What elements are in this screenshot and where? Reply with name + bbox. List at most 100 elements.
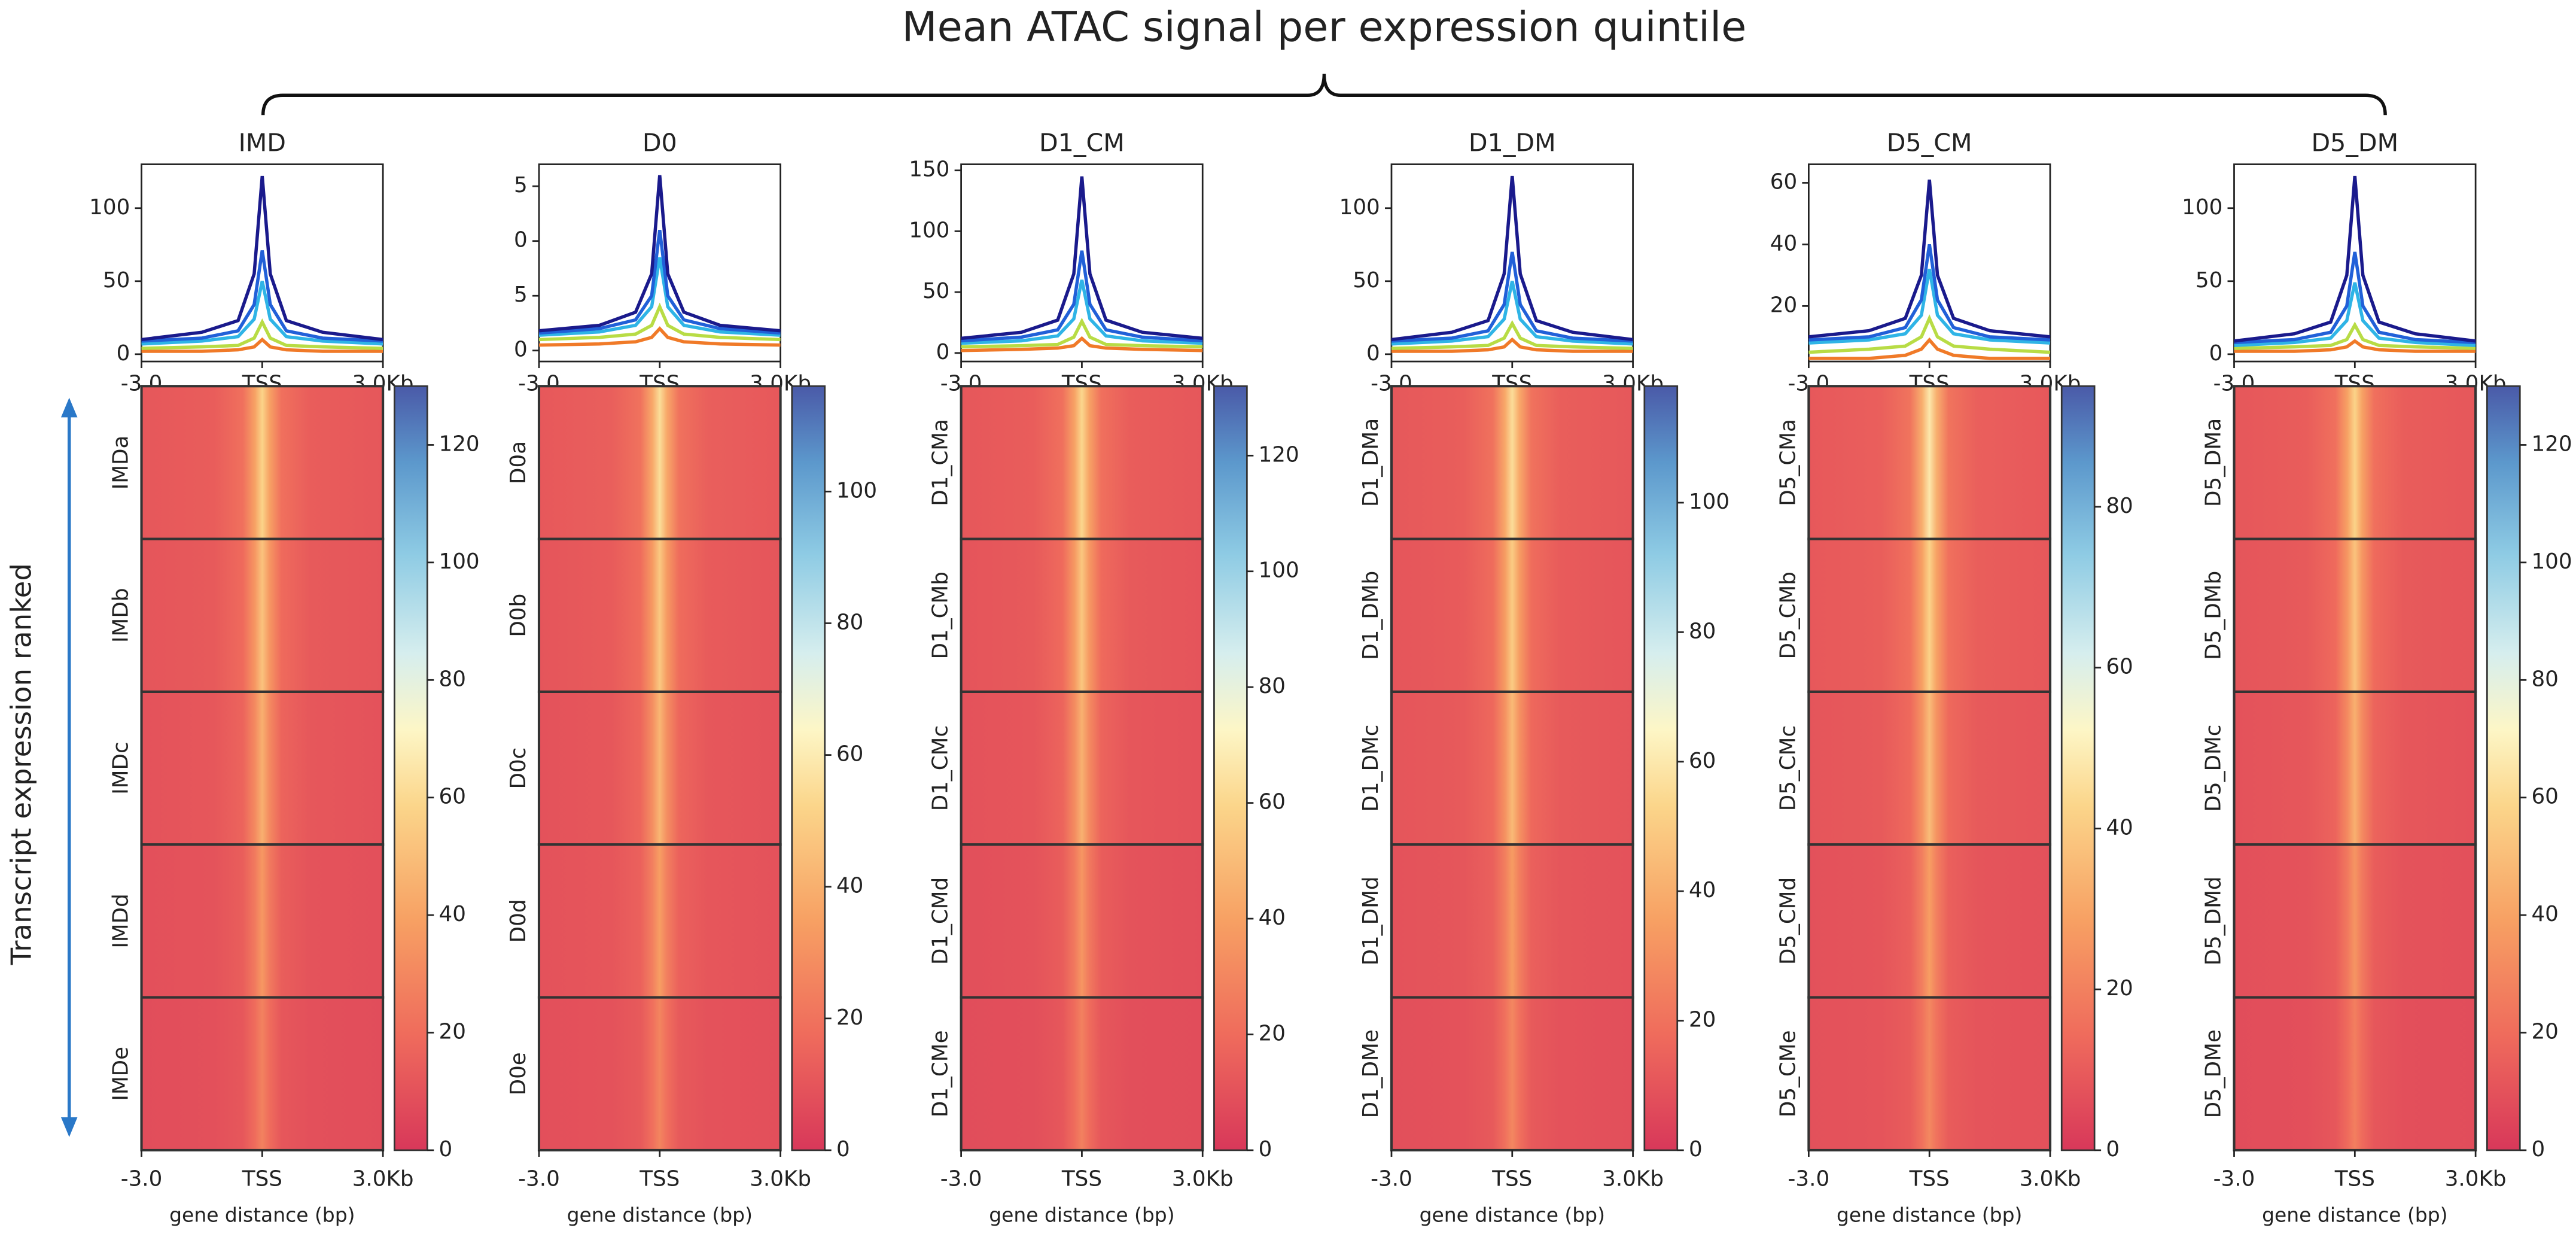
profile-line [1391, 337, 1633, 353]
x-tick-label: TSS [1909, 1166, 1950, 1191]
y-tick-label: 50 [103, 268, 130, 293]
heatmap-group [1807, 385, 2052, 540]
profile-line [538, 326, 781, 347]
colorbar-tick-label: 0 [2531, 1137, 2545, 1162]
heatmap-group [537, 385, 782, 540]
profile-frame [141, 163, 384, 363]
profile-line [1808, 269, 2051, 345]
y-tick-label: 5 [514, 282, 528, 307]
colorbar-tick-label: 80 [2531, 667, 2558, 691]
x-axis-label: gene distance (bp) [1420, 1203, 1605, 1226]
colorbar [2486, 385, 2521, 1151]
y-tick-label: 100 [1339, 195, 1380, 220]
profile-line [961, 176, 1203, 341]
group-label: IMDc [109, 741, 133, 794]
group-label: D5_DMb [2202, 571, 2226, 660]
heatmap-group [537, 690, 782, 846]
x-axis-label: gene distance (bp) [989, 1203, 1174, 1226]
group-label: D1_DMa [1359, 418, 1383, 507]
profile-line [1808, 244, 2051, 342]
colorbar-tick-label: 40 [2106, 815, 2133, 840]
group-label: D1_CMc [928, 725, 953, 811]
y-tick-label: 0 [514, 338, 528, 362]
heatmap-group [1390, 385, 1634, 540]
y-tick-label: 40 [1770, 231, 1797, 256]
profile-line [2234, 175, 2476, 343]
colorbar-tick-label: 80 [439, 667, 465, 691]
x-tick-label: 3.0Kb [2020, 1166, 2081, 1191]
group-label: D5_CMc [1776, 725, 1800, 811]
group-label: D1_DMd [1359, 876, 1383, 965]
group-label: D5_CMe [1776, 1030, 1800, 1117]
panel-title: D1_DM [1469, 129, 1556, 157]
heatmap-group [140, 843, 385, 999]
x-tick-label: -3.0 [121, 1166, 163, 1191]
x-axis-label: gene distance (bp) [2262, 1203, 2447, 1226]
profile-line [2234, 321, 2476, 350]
profile-frame [1390, 163, 1634, 363]
heatmap-group [1807, 537, 2052, 693]
heatmap-group [1390, 996, 1634, 1152]
heatmap-group [2233, 537, 2477, 693]
group-label: IMDe [109, 1047, 133, 1101]
colorbar-tick-label: 60 [836, 742, 863, 767]
profile-line [141, 337, 383, 353]
y-tick-label: 0 [2209, 341, 2223, 366]
colorbar-tick-label: 0 [1259, 1137, 1272, 1162]
x-tick-label: 3.0Kb [750, 1166, 811, 1191]
profile-line [141, 175, 383, 342]
profile-line [1391, 251, 1633, 343]
heatmap-group [2233, 690, 2477, 846]
profile-line [1391, 320, 1633, 350]
heatmap-group [960, 537, 1204, 693]
profile-line [141, 250, 383, 343]
y-tick-label: 0 [514, 228, 528, 253]
colorbar-tick-label: 60 [1689, 749, 1716, 773]
profile-line [538, 230, 781, 335]
heatmap-group [140, 537, 385, 693]
y-tick-label: 60 [1770, 169, 1797, 194]
colorbar-tick-label: 80 [2106, 494, 2133, 518]
heatmap-group [960, 690, 1204, 846]
x-tick-label: -3.0 [1371, 1166, 1412, 1191]
colorbar-tick-label: 60 [2531, 785, 2558, 809]
group-label: D5_CMa [1776, 419, 1800, 506]
colorbar-tick-label: 100 [1689, 490, 1729, 514]
colorbar-tick-label: 100 [1259, 558, 1299, 583]
heatmap-group [140, 385, 385, 540]
colorbar-tick-label: 0 [439, 1137, 452, 1162]
colorbar-tick-label: 40 [439, 902, 465, 926]
group-label: D0c [506, 747, 531, 789]
colorbar-tick-label: 0 [1689, 1137, 1703, 1162]
profile-line [1391, 175, 1633, 342]
x-axis-label: gene distance (bp) [567, 1203, 753, 1226]
group-label: D0a [506, 441, 531, 484]
profile-line [961, 336, 1203, 352]
profile-line [538, 257, 781, 337]
profile-line [538, 302, 781, 342]
group-label: D1_CMe [928, 1030, 953, 1117]
colorbar-tick-label: 40 [1259, 905, 1286, 930]
heatmap-group [537, 843, 782, 999]
colorbar-tick-label: 120 [2531, 431, 2572, 456]
colorbar-tick-label: 40 [836, 874, 863, 898]
colorbar [393, 385, 428, 1151]
colorbar-tick-label: 80 [836, 610, 863, 634]
y-tick-label: 100 [89, 195, 130, 220]
profile-line [2234, 251, 2476, 345]
x-tick-label: 3.0Kb [1172, 1166, 1234, 1191]
x-tick-label: 3.0Kb [2445, 1166, 2507, 1191]
heatmap-group [2233, 843, 2477, 999]
heatmap-group [140, 690, 385, 846]
group-label: D1_DMb [1359, 571, 1383, 660]
colorbar-tick-label: 40 [1689, 878, 1716, 902]
group-label: D1_DMc [1359, 725, 1383, 812]
group-label: D5_CMb [1776, 572, 1800, 659]
group-label: D5_DMa [2202, 418, 2226, 507]
profile-line [141, 318, 383, 350]
y-tick-label: 0 [936, 340, 950, 364]
profile-frame [960, 163, 1204, 363]
group-label: D5_DMd [2202, 876, 2226, 965]
heatmap-group [1390, 843, 1634, 999]
